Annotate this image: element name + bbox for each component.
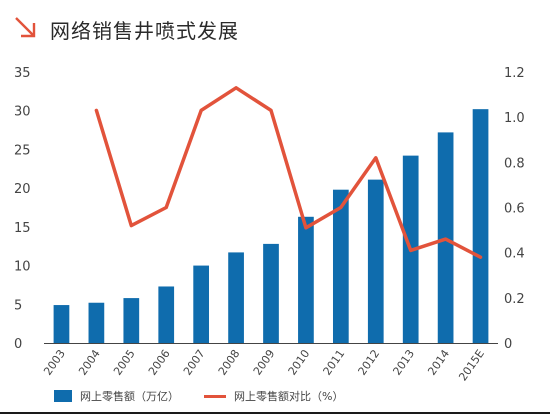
x-tick-label: 2013 (390, 347, 417, 377)
bottom-rule (0, 412, 550, 414)
x-tick-label: 2009 (251, 347, 278, 377)
bar (263, 243, 279, 343)
legend-label-line: 网上零售额对比（%） (234, 390, 344, 403)
x-tick-label: 2008 (216, 347, 243, 377)
y-left-tick-label: 20 (14, 182, 31, 197)
y-left-tick-label: 0 (14, 337, 22, 352)
x-tick-label: 2011 (321, 347, 348, 377)
bar (123, 298, 140, 343)
line-series (94, 86, 483, 259)
y-left-tick-label: 25 (14, 143, 31, 158)
y-right-tick-label: 0.6 (504, 202, 525, 217)
y-left-tick-label: 30 (14, 105, 31, 120)
bar (228, 252, 244, 343)
bar (193, 265, 210, 343)
y-right-tick-label: 0.4 (504, 247, 525, 262)
y-left-tick-label: 5 (14, 298, 22, 313)
y-right-tick-label: 1.0 (504, 111, 525, 126)
legend-label-bar: 网上零售额（万亿） (80, 390, 179, 403)
x-tick-label: 2007 (181, 347, 208, 377)
legend-item-line: 网上零售额对比（%） (204, 388, 343, 404)
y-right-tick-label: 0 (504, 337, 512, 352)
bar (472, 109, 489, 343)
bar (298, 216, 314, 343)
bar (332, 189, 349, 343)
bar (53, 305, 70, 343)
y-left-tick-label: 35 (14, 66, 31, 81)
x-tick-label: 2006 (146, 347, 173, 377)
bar (158, 286, 175, 343)
bar (88, 302, 105, 343)
x-tick-label: 2012 (356, 347, 383, 377)
x-tick-label: 2014 (425, 347, 452, 377)
legend-swatch-line (204, 394, 226, 398)
arrow-down-right-icon (15, 17, 36, 38)
legend-swatch-bar (54, 390, 72, 402)
chart-header: 网络销售井喷式发展 (0, 0, 550, 56)
y-left-tick-label: 10 (14, 260, 31, 275)
y-left-tick-label: 15 (14, 221, 31, 236)
x-tick-label: 2005 (111, 347, 138, 377)
legend-item-bar: 网上零售额（万亿） (54, 388, 179, 404)
chart-legend: 网上零售额（万亿） 网上零售额对比（%） (54, 388, 534, 408)
y-right-tick-label: 1.2 (504, 66, 525, 81)
x-tick-label: 2015E (456, 347, 487, 383)
x-tick-label: 2003 (41, 347, 68, 377)
y-right-tick-label: 0.8 (504, 156, 525, 171)
x-tick-label: 2010 (286, 347, 313, 377)
chart-title: 网络销售井喷式发展 (50, 19, 239, 43)
y-right-tick-label: 0.2 (504, 292, 525, 307)
x-tick-label: 2004 (76, 347, 103, 377)
bar (367, 179, 384, 343)
